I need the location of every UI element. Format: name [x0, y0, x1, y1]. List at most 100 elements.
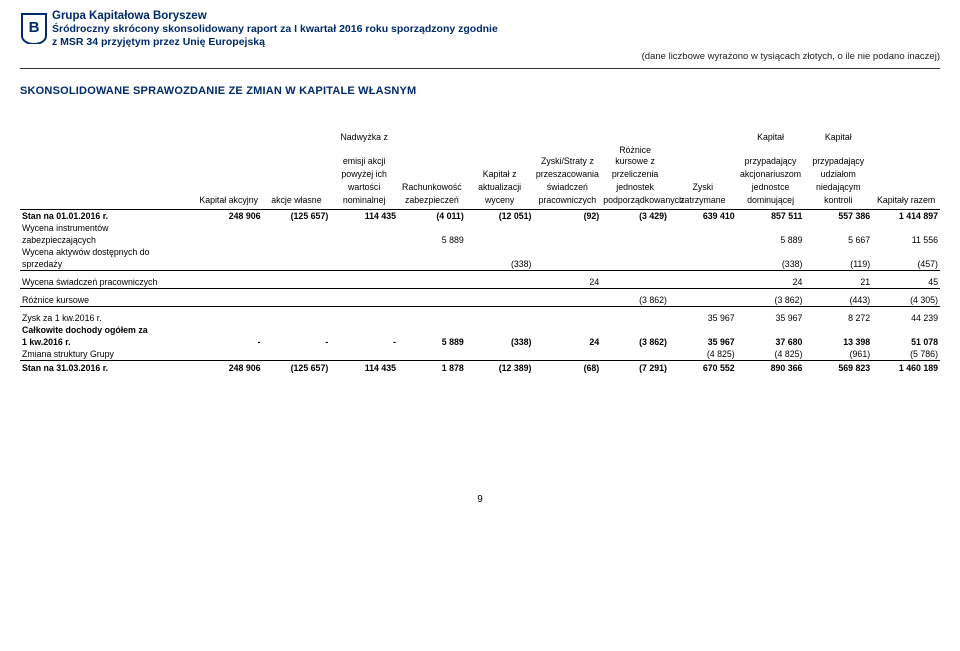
cell: (3 429) [601, 210, 669, 223]
header-row: powyżej ich Kapitał z przeszacowania prz… [20, 168, 940, 181]
cell: 35 967 [669, 312, 737, 324]
cell: 5 667 [804, 234, 872, 246]
cell: 890 366 [737, 361, 805, 375]
cell [601, 246, 669, 258]
cell [398, 294, 466, 307]
header-sub2: z MSR 34 przyjętym przez Unię Europejską [52, 36, 940, 49]
row-label: Zysk za 1 kw.2016 r. [20, 312, 195, 324]
col-hdr: Zyski/Straty z [533, 144, 601, 168]
cell: (338) [466, 258, 534, 271]
cell [533, 246, 601, 258]
cell: 5 889 [398, 234, 466, 246]
cell [398, 258, 466, 271]
cell [669, 294, 737, 307]
row-label: Stan na 31.03.2016 r. [20, 361, 195, 375]
cell [737, 246, 805, 258]
cell: 248 906 [195, 361, 263, 375]
cell [330, 246, 398, 258]
col-hdr: dominującej [737, 194, 805, 209]
cell: 24 [533, 276, 601, 289]
company-name: Grupa Kapitałowa Boryszew [52, 10, 940, 22]
col-hdr: jednostek [601, 181, 669, 194]
col-hdr: nominalnej [330, 194, 398, 209]
col-hdr: Zyski [669, 181, 737, 194]
table-body: Stan na 01.01.2016 r. 248 906(125 657)114… [20, 210, 940, 375]
cell [466, 246, 534, 258]
col-hdr: akcjonariuszom [737, 168, 805, 181]
cell: 1 460 189 [872, 361, 940, 375]
col-hdr: aktualizacji [466, 181, 534, 194]
col-hdr: przypadający [804, 144, 872, 168]
cell [330, 258, 398, 271]
cell: (12 051) [466, 210, 534, 223]
cell [398, 246, 466, 258]
cell [872, 324, 940, 336]
col-hdr: udziałom [804, 168, 872, 181]
cell: 24 [737, 276, 805, 289]
cell: (4 825) [737, 348, 805, 361]
cell [669, 234, 737, 246]
cell: 114 435 [330, 361, 398, 375]
header-row: Kapitał akcyjny akcje własne nominalnej … [20, 194, 940, 209]
cell: (12 389) [466, 361, 534, 375]
col-hdr: jednostce [737, 181, 805, 194]
col-hdr: Kapitał [804, 131, 872, 144]
logo-icon: B [20, 12, 48, 44]
col-hdr: Kapitał z [466, 168, 534, 181]
cell: 557 386 [804, 210, 872, 223]
col-hdr: przeszacowania [533, 168, 601, 181]
svg-text:B: B [29, 19, 40, 36]
cell: 11 556 [872, 234, 940, 246]
cell [533, 294, 601, 307]
cell [330, 222, 398, 234]
row-label: Stan na 01.01.2016 r. [20, 210, 195, 223]
cell [263, 276, 331, 289]
col-hdr: zatrzymane [669, 194, 737, 209]
cell: 857 511 [737, 210, 805, 223]
table-row: Zysk za 1 kw.2016 r.35 96735 9678 27244 … [20, 312, 940, 324]
row-label: Zmiana struktury Grupy [20, 348, 195, 361]
table-row: Stan na 01.01.2016 r.248 906(125 657)114… [20, 210, 940, 223]
cell [330, 294, 398, 307]
header-row: wartości Rachunkowość aktualizacji świad… [20, 181, 940, 194]
cell [533, 348, 601, 361]
cell [601, 222, 669, 234]
row-label: Wycena aktywów dostępnych do [20, 246, 195, 258]
col-hdr: emisji akcji [330, 144, 398, 168]
col-hdr: niedającym [804, 181, 872, 194]
col-hdr: kontroli [804, 194, 872, 209]
cell: - [263, 336, 331, 348]
header-note: (dane liczbowe wyrażono w tysiącach złot… [52, 51, 940, 62]
cell: 639 410 [669, 210, 737, 223]
cell [195, 348, 263, 361]
cell: 35 967 [669, 336, 737, 348]
row-label: Wycena świadczeń pracowniczych [20, 276, 195, 289]
cell [466, 312, 534, 324]
cell: (338) [466, 336, 534, 348]
cell: (338) [737, 258, 805, 271]
cell: 44 239 [872, 312, 940, 324]
col-hdr: Kapitały razem [872, 194, 940, 209]
cell [669, 258, 737, 271]
cell: (125 657) [263, 361, 331, 375]
col-hdr: podporządkowanych [601, 194, 669, 209]
table-row: Zmiana struktury Grupy(4 825)(4 825)(961… [20, 348, 940, 361]
cell: (4 825) [669, 348, 737, 361]
cell: 24 [533, 336, 601, 348]
cell: 569 823 [804, 361, 872, 375]
cell: - [330, 336, 398, 348]
cell [669, 222, 737, 234]
cell [804, 246, 872, 258]
cell [601, 234, 669, 246]
cell [398, 222, 466, 234]
cell: (7 291) [601, 361, 669, 375]
table-row: Różnice kursowe(3 862)(3 862)(443)(4 305… [20, 294, 940, 307]
section-title: SKONSOLIDOWANE SPRAWOZDANIE ZE ZMIAN W K… [20, 85, 940, 97]
cell [195, 294, 263, 307]
cell [263, 234, 331, 246]
cell: (3 862) [601, 336, 669, 348]
cell [263, 312, 331, 324]
cell: (443) [804, 294, 872, 307]
table-row: zabezpieczających5 8895 8895 66711 556 [20, 234, 940, 246]
col-hdr: pracowniczych [533, 194, 601, 209]
